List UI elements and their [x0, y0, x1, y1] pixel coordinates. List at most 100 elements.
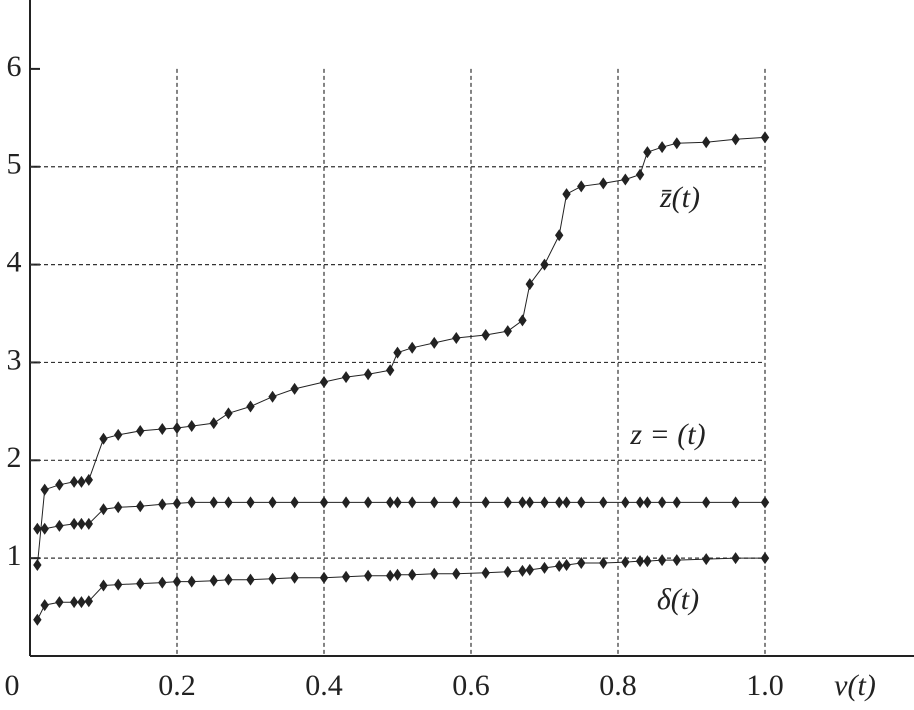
marker: [319, 571, 329, 584]
marker: [702, 496, 711, 509]
y-tick-label: 5: [7, 148, 22, 181]
marker: [172, 497, 182, 510]
marker: [540, 496, 549, 509]
marker: [672, 137, 681, 150]
marker: [540, 561, 549, 574]
marker: [77, 475, 86, 488]
marker: [760, 131, 770, 144]
marker: [33, 558, 42, 571]
marker: [158, 422, 167, 435]
x-axis-label: v(t): [834, 669, 876, 702]
marker: [393, 568, 402, 581]
marker: [290, 382, 299, 395]
marker: [430, 496, 439, 509]
marker: [408, 496, 417, 509]
x-tick-label: 0.4: [305, 669, 343, 702]
marker: [33, 613, 42, 626]
marker: [77, 517, 86, 530]
marker: [525, 563, 534, 576]
marker: [363, 368, 373, 381]
marker: [187, 420, 196, 433]
marker: [77, 596, 86, 609]
marker: [55, 478, 64, 491]
series-label: z̄(t): [659, 181, 700, 214]
marker: [525, 278, 534, 291]
marker: [55, 596, 64, 609]
marker: [562, 558, 571, 571]
marker: [481, 496, 490, 509]
marker: [481, 566, 490, 579]
marker: [33, 522, 42, 535]
marker: [503, 325, 512, 338]
marker: [385, 496, 395, 509]
marker: [540, 258, 549, 271]
marker: [114, 578, 123, 591]
marker: [635, 555, 645, 568]
marker: [393, 346, 402, 359]
marker: [562, 496, 571, 509]
series-label: z = (t): [629, 418, 705, 451]
marker: [136, 424, 145, 437]
marker: [702, 136, 711, 149]
marker: [518, 496, 527, 509]
marker: [69, 517, 79, 530]
marker: [99, 432, 108, 445]
x-tick-label: 1.0: [746, 669, 784, 702]
marker: [363, 496, 373, 509]
marker: [114, 501, 123, 514]
marker: [209, 417, 218, 430]
marker: [209, 496, 218, 509]
marker: [363, 569, 373, 582]
marker: [40, 522, 49, 535]
marker: [246, 573, 255, 586]
marker: [525, 496, 534, 509]
marker: [503, 565, 512, 578]
marker: [643, 555, 652, 568]
marker: [672, 554, 681, 567]
marker: [172, 422, 182, 435]
marker: [621, 496, 630, 509]
marker: [99, 579, 108, 592]
marker: [760, 552, 770, 565]
marker: [643, 146, 652, 159]
marker: [393, 496, 402, 509]
series-line: [37, 501, 765, 530]
marker: [577, 496, 586, 509]
marker: [290, 496, 299, 509]
marker: [84, 517, 93, 530]
marker: [452, 496, 461, 509]
marker: [246, 400, 255, 413]
x-tick-label: 0.6: [452, 669, 490, 702]
marker: [158, 498, 167, 511]
marker: [657, 141, 667, 154]
marker: [408, 568, 417, 581]
marker: [268, 572, 277, 585]
marker: [268, 390, 277, 403]
marker: [731, 552, 740, 565]
x-tick-label: 0.2: [158, 669, 196, 702]
marker: [172, 575, 182, 588]
series-label: δ(t): [657, 583, 699, 616]
marker: [702, 553, 711, 566]
marker: [209, 574, 218, 587]
marker: [430, 336, 439, 349]
marker: [341, 371, 351, 384]
x-tick-label: 0.8: [599, 669, 637, 702]
marker: [69, 475, 79, 488]
marker: [224, 573, 233, 586]
marker: [555, 559, 564, 572]
y-tick-label: 3: [7, 343, 22, 376]
marker: [643, 496, 652, 509]
marker: [136, 577, 145, 590]
marker: [599, 496, 608, 509]
marker: [635, 168, 645, 181]
marker: [341, 496, 351, 509]
marker: [187, 575, 196, 588]
marker: [452, 331, 461, 344]
y-tick-label: 4: [7, 245, 22, 278]
marker: [672, 496, 681, 509]
marker: [268, 496, 277, 509]
marker: [40, 483, 49, 496]
